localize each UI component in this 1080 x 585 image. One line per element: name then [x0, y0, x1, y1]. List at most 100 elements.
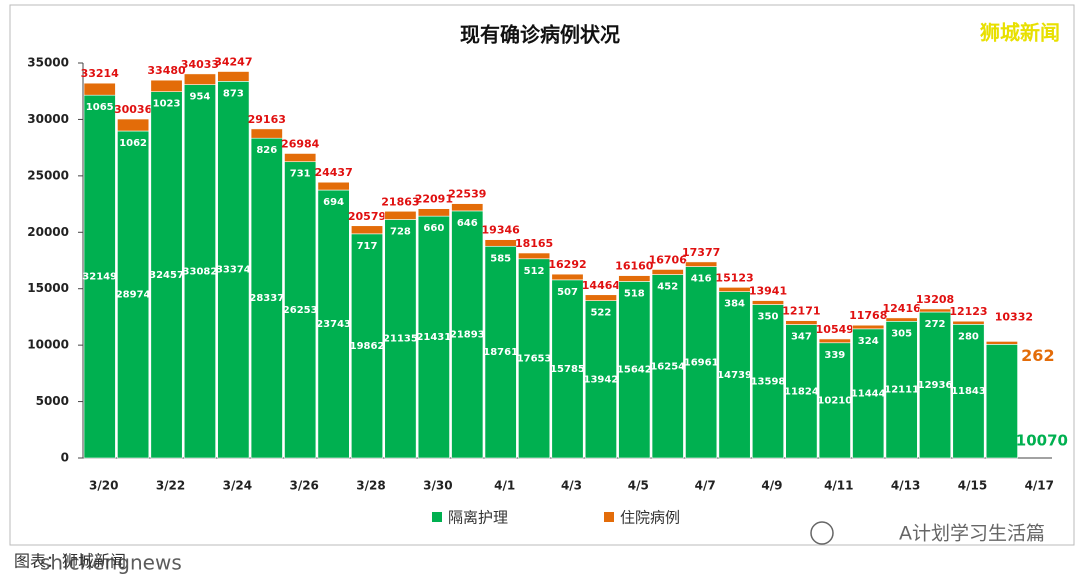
- total-label: 12416: [882, 302, 921, 315]
- bar-segment: [618, 281, 651, 459]
- total-label: 16706: [649, 253, 688, 266]
- total-label: 16160: [615, 260, 654, 273]
- bar-segment: [484, 239, 517, 247]
- segment-label: 33374: [216, 265, 251, 276]
- x-tick-label: 4/15: [958, 479, 987, 493]
- bar-segment: [685, 261, 718, 267]
- total-label: 13208: [916, 293, 954, 306]
- segment-label: 339: [824, 350, 845, 361]
- segment-label: 347: [791, 332, 812, 343]
- x-tick-label: 3/20: [89, 479, 118, 493]
- y-tick-label: 30000: [27, 112, 69, 126]
- segment-label: 954: [190, 92, 211, 103]
- segment-label: 728: [390, 226, 411, 237]
- bar-segment: [551, 273, 584, 281]
- segment-label: 660: [423, 223, 444, 234]
- bar-segment: [518, 258, 551, 459]
- total-label: 20579: [348, 210, 386, 223]
- bar-segment: [384, 210, 417, 220]
- total-label: 22091: [415, 193, 453, 206]
- segment-label: 272: [925, 319, 946, 330]
- segment-label: 14739: [717, 370, 752, 381]
- bar-segment: [685, 266, 718, 459]
- segment-label: 350: [758, 312, 779, 323]
- bar-segment: [284, 153, 317, 163]
- segment-label: 694: [323, 197, 344, 208]
- segment-label: 1023: [153, 99, 181, 110]
- wechat-icon: [810, 521, 834, 545]
- segment-label: 731: [290, 169, 311, 180]
- total-label: 12171: [782, 305, 820, 318]
- legend-label: 隔离护理: [448, 509, 508, 527]
- segment-label: 416: [691, 274, 712, 285]
- watermark: 狮城新闻: [980, 21, 1060, 45]
- total-label: 12123: [949, 305, 987, 318]
- y-tick-label: 35000: [27, 56, 69, 70]
- segment-label: 646: [457, 218, 478, 229]
- segment-label: 21431: [416, 332, 451, 343]
- bar-segment: [317, 189, 350, 459]
- bar-segment: [183, 73, 216, 85]
- legend-label: 住院病例: [620, 509, 680, 527]
- bar-segment: [351, 225, 384, 235]
- segment-label: 28337: [249, 293, 284, 304]
- footer-left-2: shichengnews: [40, 551, 182, 575]
- segment-label: 32457: [149, 270, 184, 281]
- bar-segment: [584, 294, 617, 301]
- x-tick-label: 4/5: [628, 479, 649, 493]
- bar-segment: [150, 91, 183, 459]
- bar-segment: [718, 291, 751, 459]
- bar-segment: [317, 181, 350, 191]
- segment-label: 28974: [116, 290, 151, 301]
- x-tick-label: 3/24: [223, 479, 252, 493]
- x-tick-label: 3/28: [356, 479, 385, 493]
- total-label: 34247: [214, 55, 252, 68]
- x-tick-label: 3/22: [156, 479, 185, 493]
- segment-label: 384: [724, 299, 745, 310]
- bar-segment: [117, 130, 150, 459]
- bar-segment: [83, 82, 116, 96]
- footer-right: A计划学习生活篇: [899, 523, 1045, 545]
- bar-segment: [83, 94, 116, 459]
- segment-label: 512: [524, 266, 545, 277]
- bar-segment: [351, 233, 384, 459]
- bar-segment: [117, 118, 150, 132]
- segment-label: 1062: [119, 138, 147, 149]
- segment-label: 11843: [951, 386, 986, 397]
- chart-title: 现有确诊病例状况: [460, 23, 620, 47]
- bar-segment: [919, 308, 952, 313]
- bar-segment: [150, 79, 183, 92]
- total-label: 26984: [281, 137, 320, 150]
- segment-label: 873: [223, 88, 244, 99]
- bar-segment: [718, 287, 751, 292]
- y-tick-label: 5000: [36, 394, 69, 408]
- segment-label: 11444: [851, 388, 886, 399]
- total-label: 19346: [482, 224, 521, 237]
- total-label: 18165: [515, 237, 553, 250]
- bar-segment: [785, 324, 818, 459]
- total-label: 24437: [314, 166, 352, 179]
- x-tick-label: 4/7: [695, 479, 716, 493]
- x-tick-label: 4/13: [891, 479, 920, 493]
- segment-label: 19862: [350, 341, 385, 352]
- segment-label: 12936: [918, 380, 953, 391]
- y-tick-label: 0: [61, 451, 69, 465]
- total-label: 10549: [816, 323, 854, 336]
- y-tick-label: 10000: [27, 338, 69, 352]
- total-label: 14464: [582, 279, 621, 292]
- bar-segment: [183, 84, 216, 459]
- bar-segment: [384, 219, 417, 459]
- total-label: 11768: [849, 309, 887, 322]
- total-label: 15123: [715, 271, 753, 284]
- bar-segment: [618, 275, 651, 282]
- bar-segment: [885, 317, 918, 322]
- bar-segment: [852, 324, 885, 330]
- segment-label: 13598: [751, 376, 786, 387]
- segment-label: 10210: [817, 395, 852, 406]
- bar-segment: [217, 81, 250, 459]
- total-label: 29163: [248, 113, 286, 126]
- x-tick-label: 4/1: [494, 479, 515, 493]
- bar-segment: [417, 208, 450, 217]
- legend-swatch: [604, 512, 614, 522]
